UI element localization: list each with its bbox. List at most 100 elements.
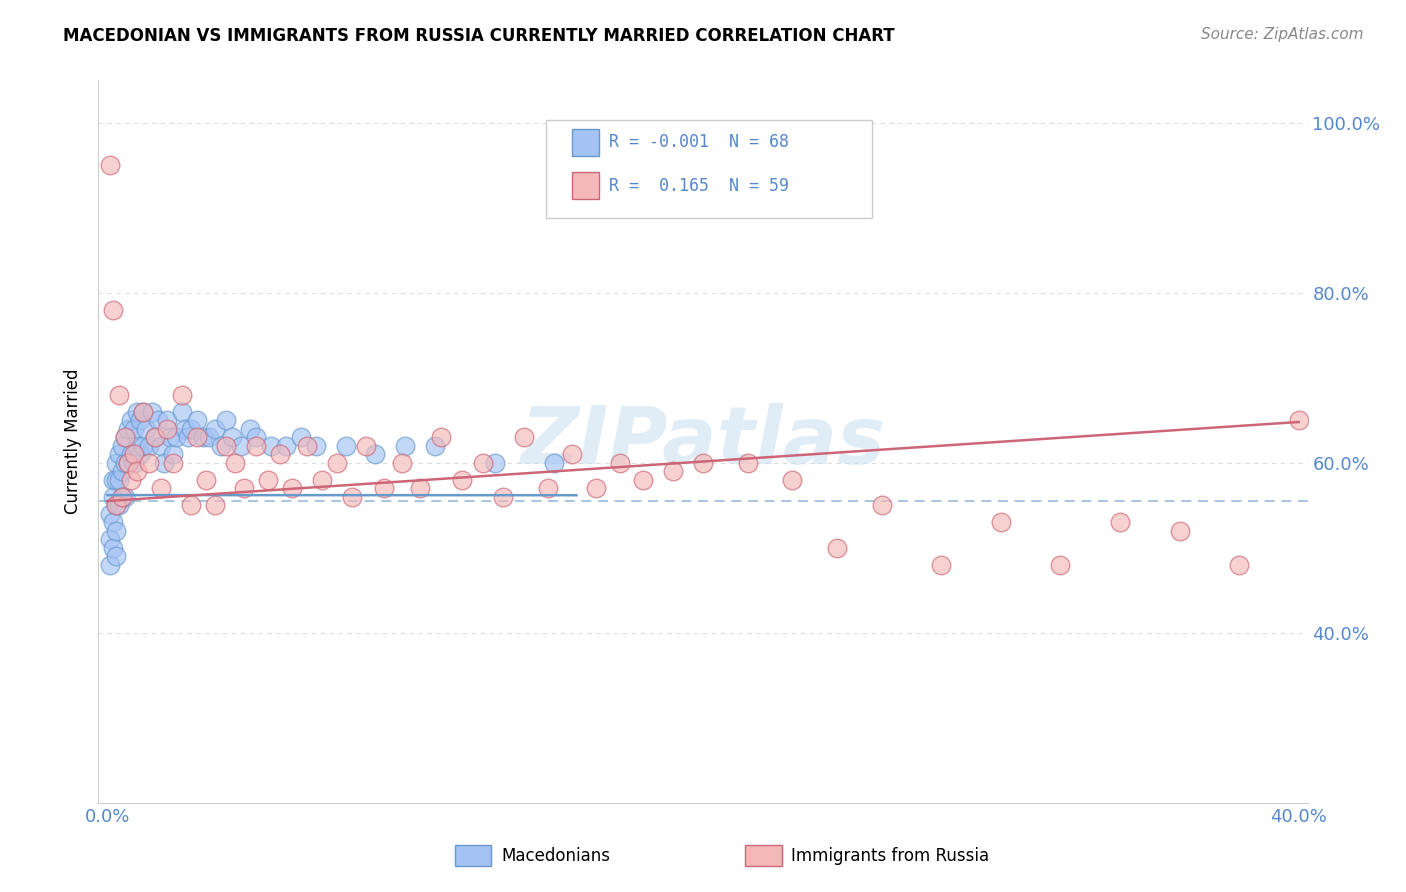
Point [122,447,145,461]
Point [170,405,193,419]
Point [1168,524,1191,538]
Point [98,158,121,172]
Point [153,456,176,470]
FancyBboxPatch shape [572,172,599,200]
Point [870,498,893,512]
FancyBboxPatch shape [572,128,599,156]
Point [269,447,291,461]
Text: R = -0.001  N = 68: R = -0.001 N = 68 [609,134,789,152]
Point [149,439,172,453]
Point [260,439,283,453]
Point [281,481,304,495]
Point [929,558,952,572]
Point [105,456,128,470]
FancyBboxPatch shape [546,120,872,218]
Point [180,422,202,436]
Point [295,439,318,453]
Point [143,430,166,444]
Point [141,405,163,419]
Point [127,464,149,478]
Point [120,413,142,427]
Point [1227,558,1250,572]
Point [149,481,172,495]
FancyBboxPatch shape [456,846,492,865]
Point [257,473,280,487]
Point [245,430,267,444]
Point [108,388,131,402]
Point [191,430,214,444]
Point [120,473,142,487]
Point [98,558,121,572]
Point [311,473,333,487]
Point [204,422,226,436]
Point [122,456,145,470]
Point [471,456,494,470]
Point [340,490,363,504]
Point [245,439,267,453]
Point [132,405,155,419]
Text: Immigrants from Russia: Immigrants from Russia [792,847,990,864]
Point [513,430,536,444]
Point [662,464,685,478]
Point [233,481,256,495]
Point [1109,516,1132,530]
Point [215,413,238,427]
Point [111,490,134,504]
Point [114,430,136,444]
Point [111,464,134,478]
Point [1288,413,1310,427]
Point [156,413,179,427]
Point [105,498,128,512]
Point [423,439,446,453]
Point [122,422,145,436]
Point [737,456,759,470]
Point [162,447,184,461]
Point [98,533,121,547]
Point [108,447,131,461]
Point [221,430,243,444]
Point [825,541,848,555]
Point [120,447,142,461]
Point [186,430,208,444]
Point [450,473,472,487]
Point [138,456,160,470]
Point [609,456,631,470]
Point [239,422,262,436]
Point [990,516,1012,530]
Point [111,439,134,453]
Point [537,481,560,495]
Point [105,549,128,564]
Point [692,456,714,470]
Point [127,439,149,453]
Text: R =  0.165  N = 59: R = 0.165 N = 59 [609,177,789,194]
Point [132,439,155,453]
Point [204,498,226,512]
Point [105,473,128,487]
Point [391,456,413,470]
Text: MACEDONIAN VS IMMIGRANTS FROM RUSSIA CURRENTLY MARRIED CORRELATION CHART: MACEDONIAN VS IMMIGRANTS FROM RUSSIA CUR… [63,27,894,45]
Point [633,473,655,487]
Point [114,430,136,444]
Point [290,430,312,444]
Point [117,456,139,470]
FancyBboxPatch shape [745,846,782,865]
Text: Macedonians: Macedonians [501,847,610,864]
Text: Source: ZipAtlas.com: Source: ZipAtlas.com [1201,27,1364,42]
Point [364,447,387,461]
Point [132,405,155,419]
Point [156,422,179,436]
Point [146,413,169,427]
Point [177,430,200,444]
Point [117,422,139,436]
Point [103,516,125,530]
Point [108,473,131,487]
Point [170,388,193,402]
Point [335,439,357,453]
Point [394,439,416,453]
Point [117,456,139,470]
Point [135,422,157,436]
Point [215,439,238,453]
Point [325,456,347,470]
Point [543,456,565,470]
Point [143,430,166,444]
